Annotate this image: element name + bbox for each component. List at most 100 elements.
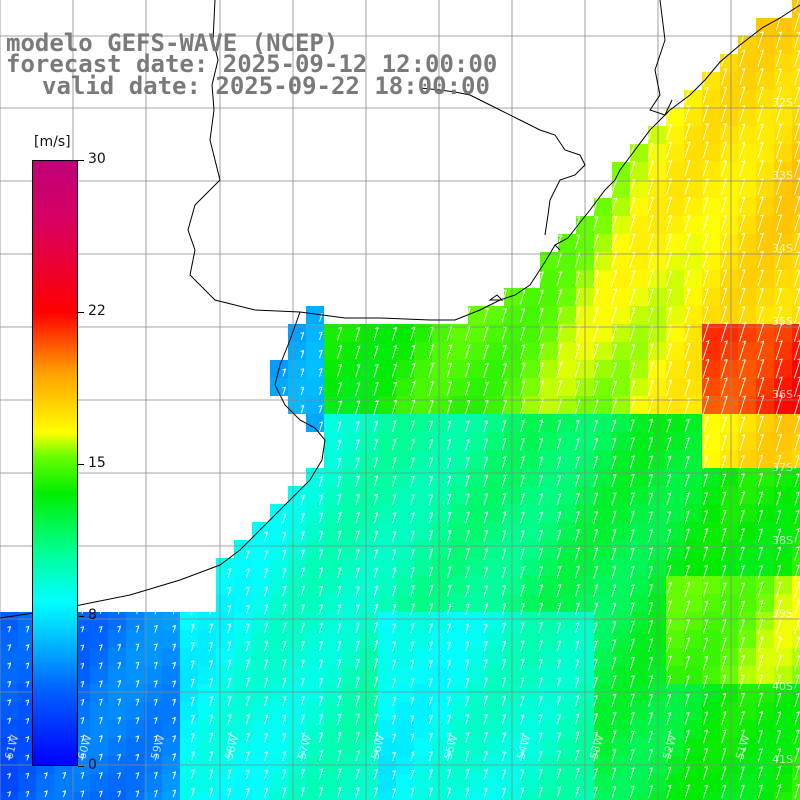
wind-speed-cell [342,324,360,342]
wind-arrow-icon [410,438,415,451]
wind-speed-cell [450,486,468,504]
wind-speed-cell [108,738,126,756]
wind-arrow-icon [501,695,507,707]
wind-arrow-icon [666,141,672,159]
wind-arrow-icon [702,711,708,726]
wind-arrow-icon [172,789,176,798]
wind-speed-cell [234,540,252,558]
wind-arrow-icon [483,695,488,707]
wind-speed-cell [666,648,684,666]
wind-speed-cell [684,450,702,468]
wind-arrow-icon [209,750,214,762]
wind-speed-cell [468,414,486,432]
wind-arrow-icon [282,513,287,524]
wind-arrow-icon [483,732,488,743]
wind-arrow-icon [373,622,379,634]
wind-arrow-icon [684,196,691,214]
wind-speed-cell [522,378,540,396]
wind-arrow-icon [721,637,727,653]
wind-speed-cell [792,360,800,378]
wind-arrow-icon [592,288,599,305]
wind-arrow-icon [593,713,598,725]
wind-speed-cell [594,720,612,738]
wind-speed-cell [630,774,648,792]
wind-speed-cell [702,468,720,486]
wind-arrow-icon [702,637,709,653]
wind-arrow-icon [775,86,782,104]
wind-speed-cell [180,738,198,756]
wind-arrow-icon [520,493,525,506]
wind-arrow-icon [337,493,342,506]
wind-speed-cell [702,486,720,504]
wind-speed-cell [738,594,756,612]
wind-arrow-icon [702,287,709,305]
wind-speed-cell [666,666,684,684]
wind-speed-cell [324,378,342,396]
wind-speed-cell [738,216,756,234]
wind-speed-cell [522,504,540,522]
wind-arrow-icon [117,753,121,761]
wind-arrow-icon [264,640,269,652]
wind-arrow-icon [647,142,654,159]
wind-arrow-icon [556,695,561,707]
wind-arrow-icon [556,731,561,743]
wind-speed-cell [738,720,756,738]
wind-speed-cell [594,792,612,800]
wind-speed-cell [756,360,774,378]
longitude-label: 55W [441,733,460,761]
wind-arrow-icon [392,493,397,506]
wind-arrow-icon [739,416,746,433]
latitude-label: 33S [772,169,793,182]
wind-speed-cell [504,522,522,540]
wind-speed-cell [198,702,216,720]
wind-speed-cell [18,684,36,702]
wind-speed-cell [486,792,504,800]
wind-speed-cell [666,414,684,432]
wind-arrow-icon [702,358,710,379]
wind-speed-cell [522,432,540,450]
wind-arrow-icon [465,695,470,707]
wind-speed-cell [504,306,522,324]
wind-arrow-icon [721,160,727,177]
wind-arrow-icon [794,454,800,470]
wind-speed-cell [558,504,576,522]
wind-arrow-icon [611,528,617,543]
wind-speed-cell [540,486,558,504]
wind-arrow-icon [538,602,544,616]
wind-arrow-icon [684,693,690,707]
wind-arrow-icon [574,492,580,506]
wind-arrow-icon [666,361,673,378]
wind-speed-cell [234,612,252,630]
wind-speed-cell [666,126,684,144]
wind-arrow-icon [684,637,690,653]
wind-speed-cell [792,558,800,576]
wind-speed-cell [360,342,378,360]
wind-arrow-icon [556,658,561,670]
wind-speed-cell [792,396,800,414]
wind-arrow-icon [611,656,617,671]
wind-arrow-icon [7,662,12,670]
wind-speed-cell [414,324,432,342]
wind-speed-cell [702,630,720,648]
wind-arrow-icon [227,659,232,670]
wind-speed-cell [558,234,576,252]
wind-arrow-icon [355,548,360,560]
wind-arrow-icon [501,622,507,634]
wind-speed-cell [540,720,558,738]
wind-speed-cell [540,792,558,800]
wind-arrow-icon [611,510,617,524]
wind-arrow-icon [483,640,488,652]
wind-speed-cell [648,270,666,288]
wind-speed-cell [270,630,288,648]
wind-speed-cell [432,774,450,792]
wind-arrow-icon [117,643,121,651]
wind-arrow-icon [593,731,598,744]
wind-speed-cell [738,450,756,468]
wind-arrow-icon [337,548,342,561]
wind-speed-cell [774,36,792,54]
wind-speed-cell [738,378,756,396]
wind-arrow-icon [483,344,489,360]
wind-arrow-icon [501,437,507,451]
wind-speed-cell [558,540,576,558]
wind-speed-cell [450,684,468,702]
